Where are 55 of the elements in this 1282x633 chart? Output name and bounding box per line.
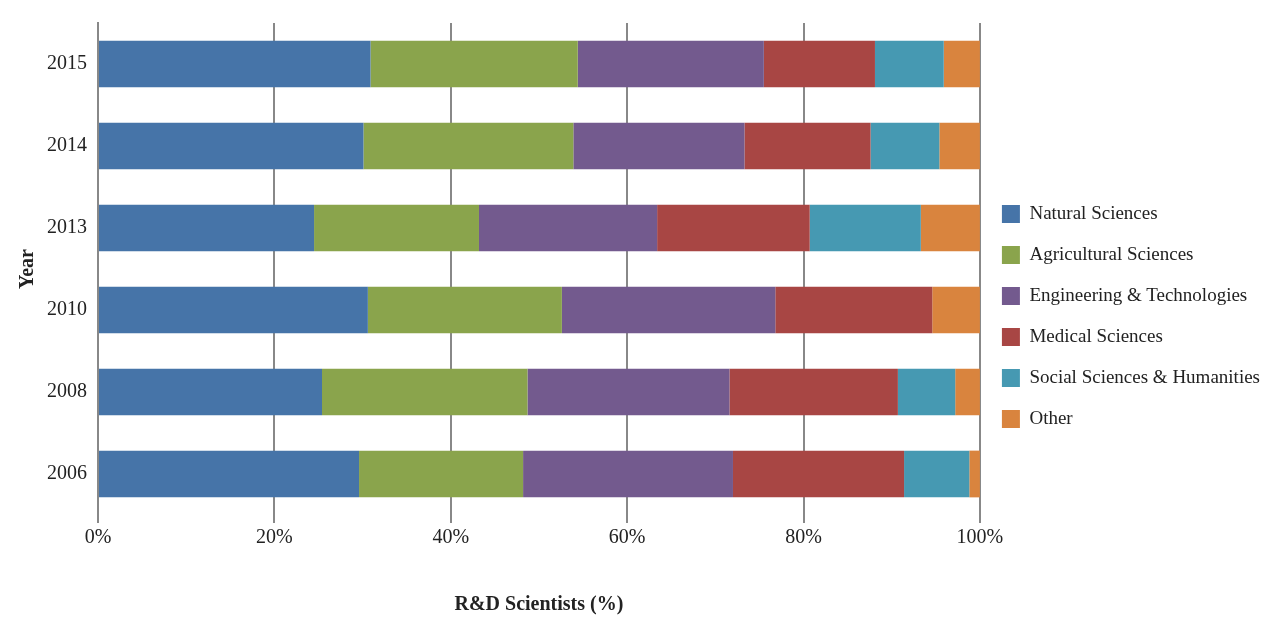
- bar: [763, 40, 875, 88]
- bar: [370, 40, 578, 88]
- bar: [904, 450, 970, 498]
- bar: [573, 122, 745, 170]
- bar: [920, 204, 980, 252]
- bar: [874, 40, 944, 88]
- legend-label: Medical Sciences: [1029, 324, 1163, 346]
- y-tick-label: 2014: [47, 133, 87, 156]
- legend-label: Other: [1029, 406, 1074, 428]
- bar: [99, 122, 364, 170]
- bar: [969, 450, 980, 498]
- y-tick-label: 2010: [47, 297, 87, 320]
- x-tick-label: 100%: [956, 525, 1004, 548]
- legend-label: Engineering & Technologies: [1029, 283, 1248, 305]
- legend-label: Agricultural Sciences: [1029, 242, 1194, 264]
- bar: [99, 286, 368, 334]
- x-tick-label: 60%: [608, 525, 646, 548]
- bar: [99, 204, 315, 252]
- bar: [314, 204, 479, 252]
- bar: [775, 286, 933, 334]
- y-axis-title: Year: [15, 248, 38, 289]
- bar: [955, 368, 980, 416]
- y-tick-label: 2006: [47, 461, 87, 484]
- bar: [939, 122, 980, 170]
- bar: [657, 204, 810, 252]
- bar: [478, 204, 658, 252]
- bar: [897, 368, 956, 416]
- bar: [322, 368, 528, 416]
- x-tick-label: 0%: [84, 525, 112, 548]
- x-tick-label: 80%: [785, 525, 822, 548]
- y-tick-label: 2013: [47, 215, 87, 238]
- bar: [932, 286, 980, 334]
- x-tick-label: 20%: [256, 525, 293, 548]
- bar: [732, 450, 905, 498]
- bar: [744, 122, 871, 170]
- bar: [577, 40, 764, 88]
- bar: [729, 368, 898, 416]
- y-tick-label: 2008: [47, 379, 87, 402]
- x-axis-title: R&D Scientists (%): [454, 592, 624, 616]
- bar: [527, 368, 730, 416]
- bar: [561, 286, 776, 334]
- bar: [870, 122, 940, 170]
- bar: [809, 204, 921, 252]
- bar: [523, 450, 733, 498]
- y-tick-label: 2015: [47, 51, 87, 74]
- bar: [99, 450, 360, 498]
- legend-label: Natural Sciences: [1029, 201, 1158, 223]
- x-tick-label: 40%: [432, 525, 470, 548]
- bar: [363, 122, 574, 170]
- bar: [359, 450, 524, 498]
- legend-label: Social Sciences & Humanities: [1029, 365, 1261, 387]
- bar: [99, 40, 371, 88]
- bar: [367, 286, 562, 334]
- bar: [99, 368, 323, 416]
- bar: [943, 40, 980, 88]
